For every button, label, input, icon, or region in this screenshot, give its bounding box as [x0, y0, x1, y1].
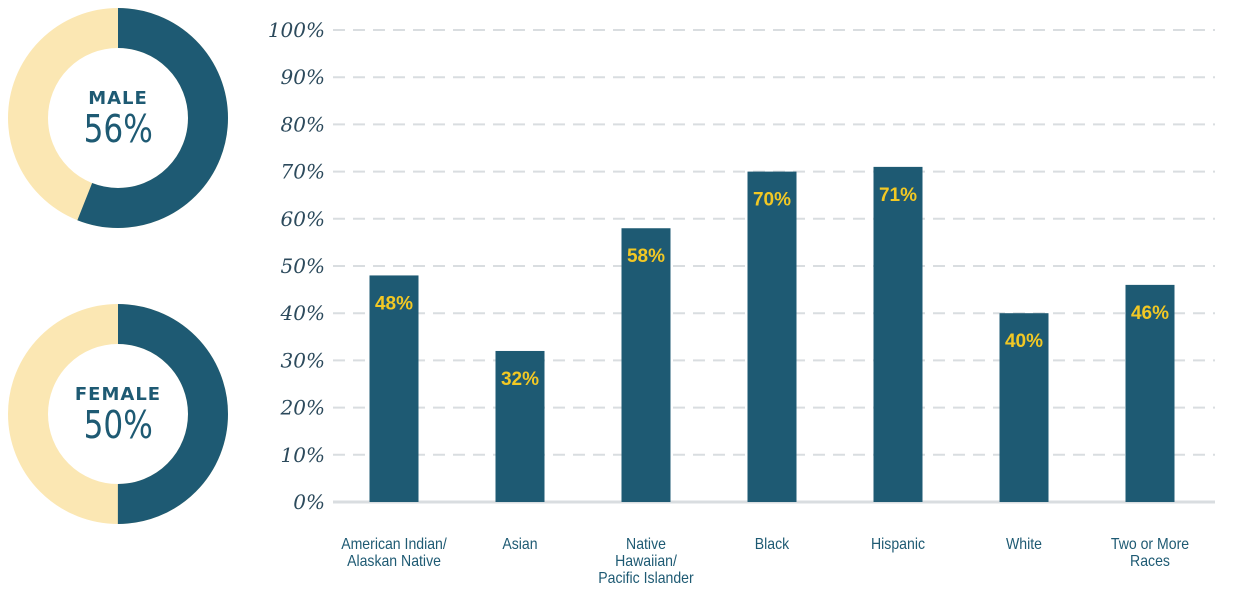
- donut-arc-male: [8, 8, 228, 228]
- bar-value-label: 71%: [879, 185, 917, 206]
- y-tick-label: 70%: [281, 160, 325, 184]
- y-tick-label: 50%: [281, 254, 325, 278]
- y-tick-label: 40%: [280, 301, 325, 325]
- male-donut-label: MALE 56%: [58, 88, 178, 149]
- x-category-label: Black: [755, 535, 790, 553]
- x-category-label: Hispanic: [871, 535, 925, 553]
- bar: [495, 350, 545, 502]
- male-donut-title: MALE: [88, 88, 148, 109]
- bar: [1125, 284, 1175, 502]
- bar-value-label: 46%: [1131, 303, 1169, 324]
- bar-value-label: 48%: [375, 293, 413, 314]
- bar-value-label: 32%: [501, 369, 539, 390]
- bar: [747, 171, 797, 502]
- male-donut-percent: 56%: [83, 107, 153, 151]
- y-tick-label: 80%: [281, 112, 325, 136]
- y-tick-label: 60%: [281, 207, 325, 231]
- bar: [873, 166, 923, 502]
- donut-arc-female: [8, 304, 228, 524]
- female-donut-percent: 50%: [83, 403, 153, 447]
- y-tick-label: 10%: [281, 443, 325, 467]
- bar-value-label: 58%: [627, 246, 665, 267]
- x-category-label: American Indian/Alaskan Native: [341, 535, 447, 570]
- y-tick-label: 20%: [280, 396, 325, 420]
- y-tick-label: 100%: [268, 18, 325, 42]
- bar: [369, 275, 419, 502]
- female-donut-chart: [8, 304, 228, 524]
- male-donut-chart: [8, 8, 228, 228]
- x-category-label: Asian: [502, 535, 537, 553]
- x-category-label: Native Hawaiian/Pacific Islander: [598, 535, 693, 587]
- bar: [621, 228, 671, 503]
- bar: [999, 313, 1049, 502]
- y-tick-label: 0%: [293, 490, 325, 514]
- bar-value-label: 70%: [753, 190, 791, 211]
- y-tick-label: 30%: [281, 348, 325, 372]
- x-category-label: White: [1006, 535, 1042, 553]
- bar-value-label: 40%: [1005, 331, 1043, 352]
- female-donut-label: FEMALE 50%: [58, 384, 178, 445]
- y-tick-label: 90%: [281, 65, 325, 89]
- x-category-label: Two or More Races: [1111, 535, 1189, 570]
- female-donut-title: FEMALE: [74, 384, 162, 405]
